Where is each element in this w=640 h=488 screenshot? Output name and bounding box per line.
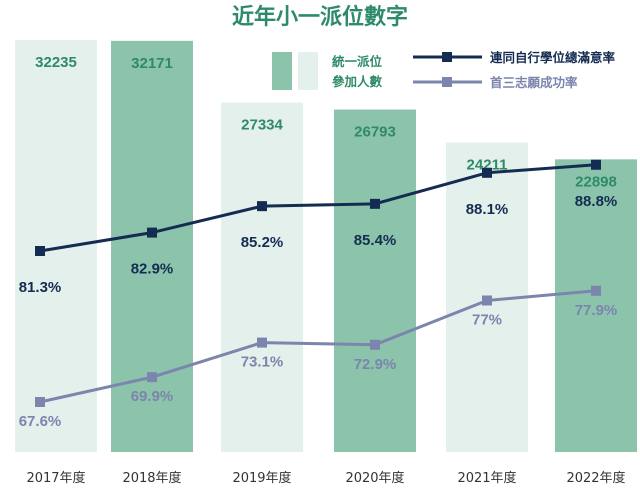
chart-title: 近年小一派位數字 xyxy=(232,4,408,30)
x-axis: 2017年度 2018年度 2019年度 2020年度 2021年度 2022年度 xyxy=(26,470,625,486)
top3-point xyxy=(370,339,380,350)
x-tick-label: 2022年度 xyxy=(566,470,625,486)
x-tick-label: 2020年度 xyxy=(345,470,404,486)
bar-value-label: 22898 xyxy=(575,173,617,190)
bar-value-label: 27334 xyxy=(241,117,283,134)
x-tick-label: 2019年度 xyxy=(232,470,291,486)
satisfaction-series-layer: 81.3% 82.9% 85.2% 85.4% 88.1% 88.8% xyxy=(19,159,618,296)
legend-top3-label: 首三志願成功率 xyxy=(490,75,578,90)
satisfaction-value-label: 81.3% xyxy=(19,279,62,296)
top3-value-label: 77% xyxy=(472,311,502,328)
legend-swatch-bar-light xyxy=(298,52,318,90)
top3-line xyxy=(39,289,597,404)
satisfaction-point xyxy=(591,159,601,170)
legend-satisfaction-marker xyxy=(442,52,452,62)
satisfaction-point xyxy=(257,201,267,212)
satisfaction-value-label: 88.1% xyxy=(466,201,509,218)
legend-bar-label-line2: 參加人數 xyxy=(332,74,383,89)
bar-layer: 32235 32171 27334 26793 24211 22898 xyxy=(15,40,637,453)
bar-value-label: 24211 xyxy=(467,157,508,174)
bar-value-label: 32171 xyxy=(131,55,173,72)
satisfaction-point xyxy=(147,227,157,238)
top3-point xyxy=(257,337,267,348)
top3-series-layer: 67.6% 69.9% 73.1% 72.9% 77% 77.9% xyxy=(19,285,618,430)
satisfaction-point xyxy=(370,198,380,209)
satisfaction-value-label: 85.2% xyxy=(241,234,284,251)
bar-2019年度 xyxy=(221,102,303,453)
satisfaction-line xyxy=(39,163,597,253)
bar-2017年度 xyxy=(15,40,97,452)
legend-satisfaction-label: 連同自行學位總滿意率 xyxy=(490,50,616,65)
x-tick-label: 2021年度 xyxy=(457,470,516,486)
bar-2020年度 xyxy=(334,109,416,452)
top3-value-label: 77.9% xyxy=(575,302,618,319)
top3-point xyxy=(591,285,601,296)
top3-value-label: 69.9% xyxy=(131,388,174,405)
top3-point xyxy=(482,295,492,306)
top3-value-label: 73.1% xyxy=(241,354,284,371)
top3-value-label: 72.9% xyxy=(354,356,397,373)
legend-swatch-bar-dark xyxy=(272,52,292,90)
top3-point xyxy=(35,397,45,407)
x-tick-label: 2018年度 xyxy=(122,470,181,486)
bar-value-label: 26793 xyxy=(354,124,396,141)
satisfaction-value-label: 85.4% xyxy=(354,232,397,249)
x-tick-label: 2017年度 xyxy=(26,470,85,486)
top3-value-label: 67.6% xyxy=(19,413,62,430)
legend-top3-marker xyxy=(442,77,452,87)
satisfaction-value-label: 88.8% xyxy=(575,193,618,210)
top3-point xyxy=(147,372,157,383)
bar-value-label: 32235 xyxy=(35,54,77,71)
satisfaction-point xyxy=(482,167,492,178)
satisfaction-point xyxy=(35,246,45,256)
satisfaction-value-label: 82.9% xyxy=(131,261,174,278)
legend-bar-label-line1: 統一派位 xyxy=(332,54,383,69)
bar-2022年度 xyxy=(555,159,637,452)
